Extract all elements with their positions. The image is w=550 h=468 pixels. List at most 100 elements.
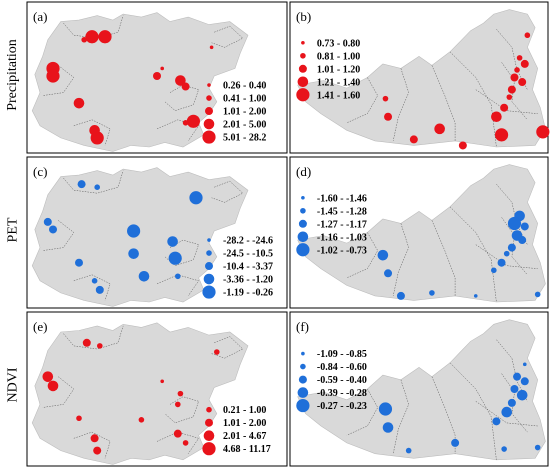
station-marker — [409, 135, 418, 144]
legend-symbol — [203, 273, 215, 285]
station-marker — [518, 236, 527, 245]
station-marker — [382, 95, 389, 102]
legend-symbol — [205, 418, 213, 427]
legend-label: 0.81 - 1.00 — [317, 51, 360, 62]
legend-label: 1.41 - 1.60 — [317, 90, 360, 101]
station-marker — [75, 258, 83, 267]
basin-boundary — [164, 84, 199, 111]
station-marker — [518, 78, 527, 87]
station-marker — [491, 111, 502, 123]
station-marker — [522, 362, 527, 367]
legend-symbol — [206, 95, 212, 101]
station-marker — [384, 112, 393, 121]
station-marker — [85, 30, 99, 44]
basin-boundary — [211, 336, 244, 359]
station-marker — [520, 59, 529, 68]
legend-label: -0.39 - -0.28 — [317, 388, 367, 399]
station-marker — [182, 440, 189, 446]
legend-symbol — [202, 285, 216, 299]
legend-label: 1.01 - 2.00 — [223, 418, 266, 429]
legend-label: 0.41 - 1.00 — [223, 94, 266, 105]
station-marker — [510, 385, 519, 393]
station-marker — [382, 422, 394, 433]
station-marker — [209, 45, 214, 50]
legend-label: 1.01 - 1.20 — [317, 64, 360, 75]
station-marker — [153, 71, 161, 80]
station-marker — [97, 343, 103, 349]
station-marker — [510, 73, 519, 82]
legend-symbol — [205, 262, 213, 271]
station-marker — [91, 278, 98, 284]
station-marker — [384, 269, 393, 278]
station-marker — [98, 30, 112, 44]
station-marker — [127, 224, 141, 238]
station-marker — [175, 401, 181, 408]
basin-boundary — [211, 25, 244, 48]
legend-symbol — [301, 195, 305, 200]
basin-boundary — [392, 68, 409, 141]
basin-boundary — [211, 180, 244, 203]
legend-symbol — [301, 351, 305, 356]
station-marker — [73, 97, 85, 109]
legend-label: -1.19 - -0.26 — [223, 288, 273, 299]
panel-b: (b) 0.73 - 0.80 0.81 - 1.00 1.01 - 1.20 1.21… — [289, 1, 550, 154]
basin-boundary — [475, 89, 538, 114]
station-marker — [503, 250, 510, 257]
region-outline — [297, 9, 546, 148]
legend-symbol — [300, 207, 306, 214]
station-marker — [514, 67, 520, 73]
legend-label: -1.16 - -1.03 — [317, 232, 367, 243]
legend-label: -10.4 - -3.37 — [223, 262, 273, 273]
region-outline — [297, 164, 546, 303]
station-marker — [138, 270, 150, 282]
legend-symbol — [301, 40, 305, 45]
station-marker — [138, 417, 145, 423]
station-marker — [516, 55, 523, 61]
station-marker — [95, 285, 104, 294]
station-marker — [93, 446, 102, 455]
basin-boundary — [42, 376, 75, 408]
basin-boundary — [496, 339, 528, 402]
station-marker — [160, 379, 164, 384]
legend-label: 2.01 - 4.67 — [223, 431, 266, 442]
panel-c: (c) -28.2 - -24.6 -24.5 - -10.5 -10.4 - -3.… — [26, 156, 288, 309]
legend-symbol — [297, 76, 309, 88]
station-marker — [520, 377, 529, 386]
legend-symbol — [296, 398, 310, 413]
station-marker — [94, 184, 100, 190]
station-marker — [46, 69, 60, 83]
legend-label: -1.45 - -1.28 — [317, 206, 367, 217]
station-marker — [181, 82, 190, 91]
station-marker — [167, 236, 178, 247]
region-outline — [297, 319, 546, 461]
panel-label: (e) — [33, 319, 47, 334]
station-marker — [168, 251, 182, 265]
legend-symbol — [203, 118, 215, 130]
station-marker — [214, 349, 220, 355]
basin-boundary — [475, 244, 538, 269]
basin-boundary — [156, 274, 200, 297]
station-marker — [182, 120, 189, 126]
station-marker — [520, 222, 529, 231]
legend-symbol — [203, 430, 215, 442]
station-marker — [524, 32, 531, 39]
station-marker — [378, 402, 393, 416]
station-marker — [76, 415, 82, 422]
basin-boundary — [392, 223, 409, 296]
panel-label: (a) — [33, 9, 47, 24]
legend-label: 5.01 - 28.2 — [223, 133, 266, 144]
station-marker — [516, 389, 528, 401]
basin-boundary — [156, 431, 199, 454]
station-marker — [186, 114, 200, 128]
legend-symbol — [202, 130, 216, 144]
station-marker — [49, 225, 57, 234]
legend-symbol — [205, 107, 213, 116]
legend-label: -0.84 - -0.60 — [317, 362, 367, 373]
station-marker — [81, 36, 87, 43]
station-marker — [513, 372, 522, 381]
legend-label: -1.60 - -1.46 — [317, 193, 367, 204]
station-marker — [47, 380, 59, 392]
station-marker — [507, 398, 516, 407]
station-marker — [507, 216, 522, 231]
